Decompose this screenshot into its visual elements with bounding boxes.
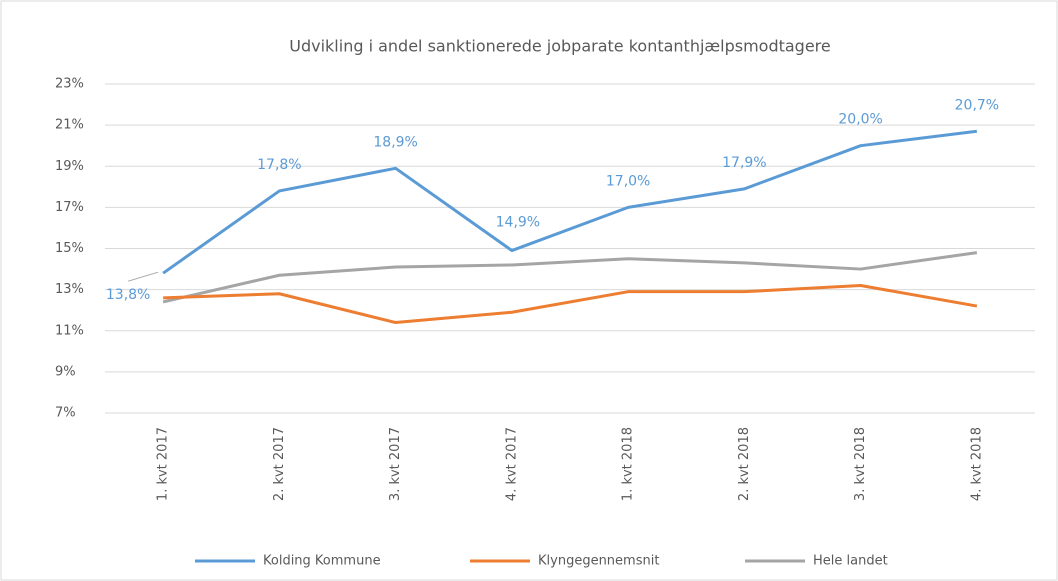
x-tick-label: 2. kvt 2018 bbox=[737, 427, 752, 501]
data-label: 20,0% bbox=[838, 112, 882, 128]
y-tick-label: 9% bbox=[55, 364, 76, 379]
x-tick-label: 1. kvt 2017 bbox=[156, 427, 171, 501]
y-tick-label: 23% bbox=[55, 77, 84, 92]
legend-label: Kolding Kommune bbox=[263, 554, 381, 569]
chart-title: Udvikling i andel sanktionerede jobparat… bbox=[289, 37, 831, 56]
series-line bbox=[163, 284, 978, 325]
x-tick-label: 3. kvt 2017 bbox=[388, 427, 403, 501]
series-line bbox=[162, 129, 978, 275]
data-label: 14,9% bbox=[496, 215, 540, 231]
y-tick-label: 7% bbox=[55, 406, 76, 421]
legend-label: Klyngegennemsnit bbox=[538, 554, 659, 569]
leader-line bbox=[127, 271, 159, 282]
x-tick-label: 4. kvt 2018 bbox=[969, 427, 984, 501]
y-tick-label: 11% bbox=[55, 323, 84, 338]
data-label: 20,7% bbox=[955, 97, 999, 113]
y-tick-label: 17% bbox=[55, 200, 84, 215]
y-tick-label: 15% bbox=[55, 241, 84, 256]
data-label: 17,9% bbox=[722, 155, 766, 171]
legend-label: Hele landet bbox=[813, 554, 888, 569]
x-tick-label: 1. kvt 2018 bbox=[621, 427, 636, 501]
y-tick-label: 21% bbox=[55, 118, 84, 133]
x-tick-label: 4. kvt 2017 bbox=[504, 427, 519, 501]
data-label: 18,9% bbox=[373, 134, 417, 150]
y-tick-label: 19% bbox=[55, 159, 84, 174]
y-tick-label: 13% bbox=[55, 282, 84, 297]
series-line bbox=[162, 251, 978, 304]
x-tick-label: 2. kvt 2017 bbox=[272, 427, 287, 501]
data-label: 17,8% bbox=[257, 157, 301, 173]
data-label: 17,0% bbox=[606, 173, 650, 189]
data-label: 13,8% bbox=[106, 287, 150, 303]
x-tick-label: 3. kvt 2018 bbox=[853, 427, 868, 501]
